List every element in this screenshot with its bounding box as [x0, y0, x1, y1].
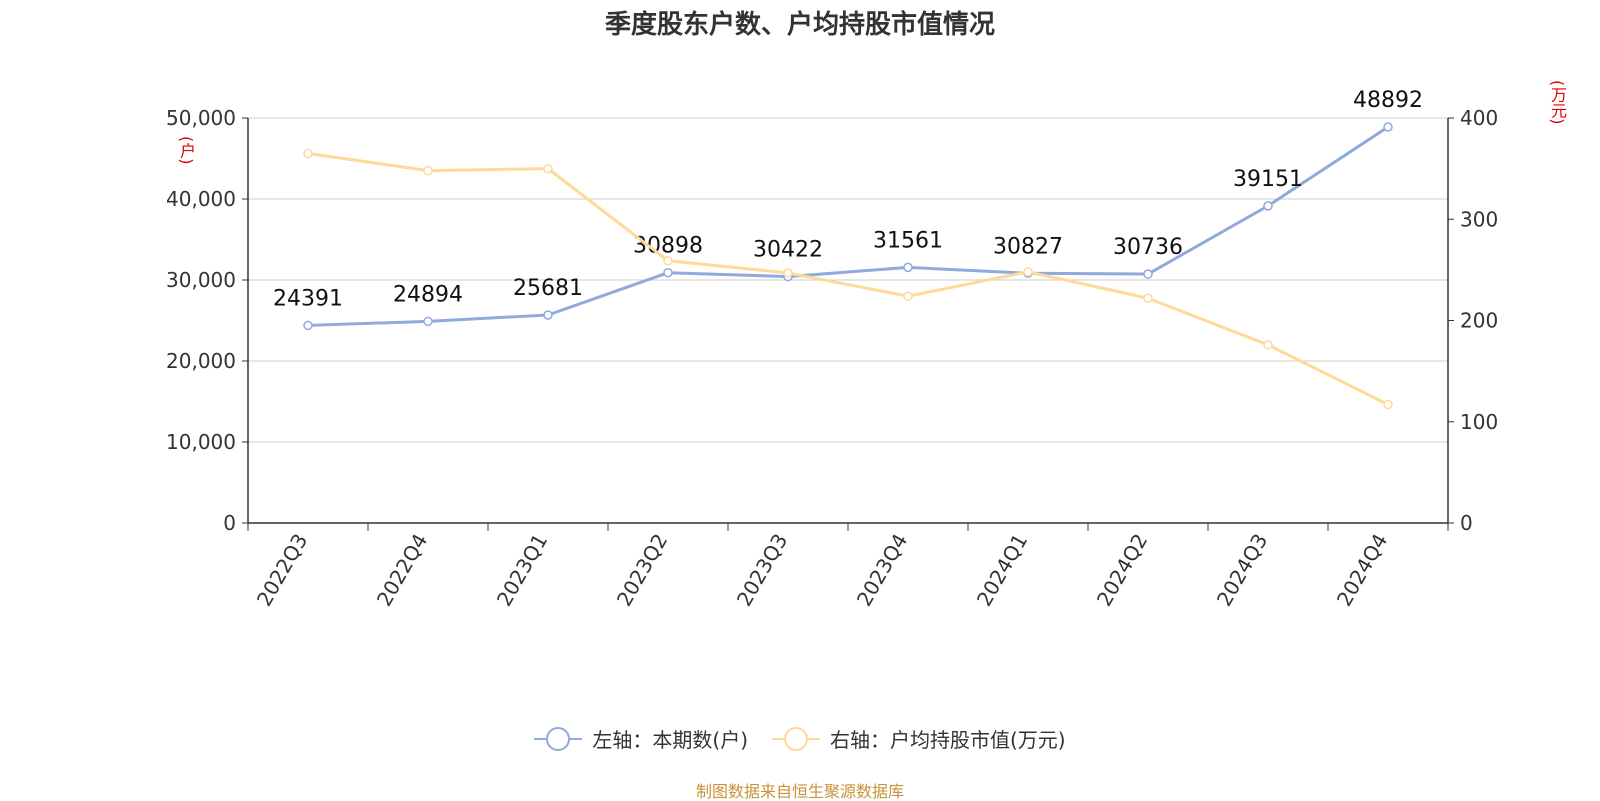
right-axis-tick-label: 200	[1460, 309, 1498, 333]
data-point-right	[543, 163, 553, 174]
x-axis-tick-label: 2023Q2	[612, 530, 672, 611]
legend: 左轴：本期数(户) 右轴：户均持股市值(万元)	[0, 724, 1600, 753]
data-point-right	[903, 291, 913, 301]
legend-label-left: 左轴：本期数(户)	[592, 728, 748, 752]
data-label: 30422	[753, 238, 823, 263]
data-label: 24894	[393, 282, 463, 307]
x-axis-tick-label: 2024Q1	[972, 530, 1032, 611]
data-point-right	[423, 165, 433, 176]
data-point-left	[543, 310, 553, 320]
data-label: 30827	[993, 234, 1063, 259]
legend-swatch-left	[534, 726, 583, 752]
right-axis-tick-label: 100	[1460, 410, 1498, 434]
data-label: 31561	[873, 228, 943, 253]
data-point-right	[1383, 399, 1393, 410]
data-point-right	[1143, 293, 1153, 303]
left-axis-tick-label: 40,000	[166, 187, 236, 211]
data-label: 30736	[1113, 235, 1183, 260]
x-axis-tick-label: 2024Q2	[1092, 530, 1152, 611]
x-axis-tick-label: 2023Q3	[732, 530, 792, 611]
x-axis-tick-label: 2023Q1	[492, 530, 552, 611]
chart-title: 季度股东户数、户均持股市值情况	[604, 10, 995, 40]
right-axis-unit: (万元)	[1548, 80, 1567, 125]
legend-swatch-right	[772, 726, 820, 752]
left-axis-tick-label: 0	[223, 511, 236, 535]
data-label: 48892	[1353, 88, 1423, 113]
data-point-left	[423, 316, 433, 327]
x-axis-tick-label: 2024Q4	[1332, 530, 1392, 611]
left-axis-tick-label: 50,000	[166, 106, 236, 130]
data-label: 39151	[1233, 167, 1303, 192]
data-point-right	[1023, 267, 1033, 277]
data-point-left	[1383, 122, 1393, 132]
right-axis-tick-label: 300	[1460, 207, 1498, 231]
x-axis-tick-label: 2023Q4	[852, 530, 912, 611]
left-axis-unit: (户)	[177, 136, 196, 165]
data-point-right	[1263, 340, 1273, 350]
data-label: 24391	[273, 286, 343, 311]
data-point-right	[663, 256, 673, 266]
series-line-left	[307, 125, 1389, 327]
data-point-right	[783, 268, 793, 278]
left-axis-tick-label: 10,000	[166, 430, 236, 454]
legend-label-right: 右轴：户均持股市值(万元)	[830, 728, 1066, 752]
x-axis-tick-label: 2022Q3	[252, 530, 312, 611]
data-point-left	[303, 320, 313, 331]
legend-item-right-series[interactable]: 右轴：户均持股市值(万元)	[772, 724, 1066, 753]
data-label: 30898	[633, 234, 703, 259]
data-label: 25681	[513, 276, 583, 301]
right-axis-tick-label: 400	[1460, 106, 1498, 130]
legend-item-left-series[interactable]: 左轴：本期数(户)	[534, 724, 748, 753]
data-point-right	[303, 148, 313, 159]
left-axis-tick-label: 30,000	[166, 268, 236, 292]
data-point-left	[1143, 269, 1153, 279]
data-point-left	[663, 267, 673, 278]
x-axis-tick-label: 2024Q3	[1212, 530, 1272, 611]
x-axis-tick-label: 2022Q4	[372, 530, 432, 611]
series-line-right	[307, 151, 1389, 406]
data-point-left	[903, 262, 913, 273]
data-source-note: 制图数据来自恒生聚源数据库	[695, 782, 904, 801]
data-point-left	[1263, 201, 1273, 211]
right-axis-tick-label: 0	[1460, 511, 1473, 535]
left-axis-tick-label: 20,000	[166, 349, 236, 373]
